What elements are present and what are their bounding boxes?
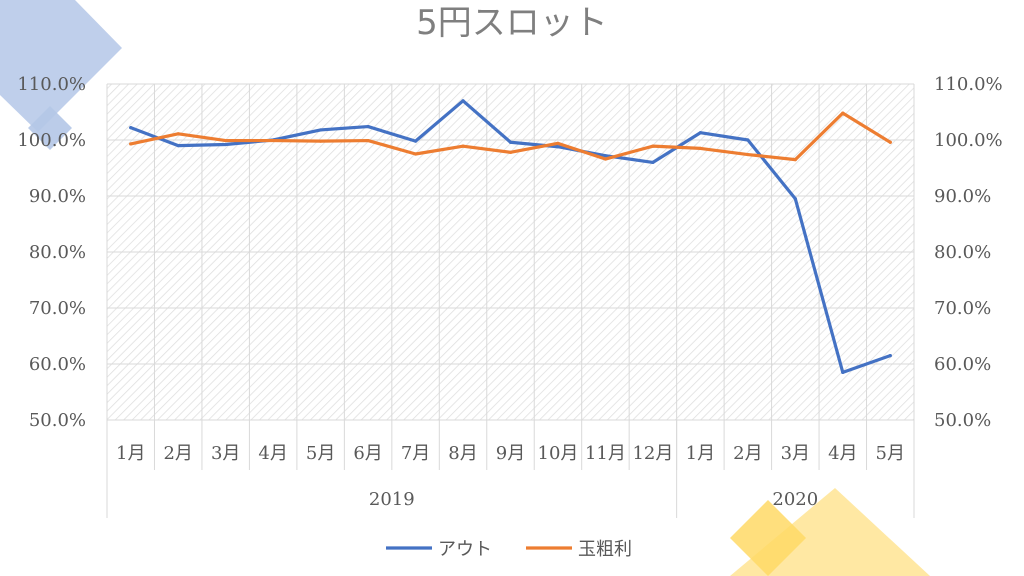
x-tick-label: 1月 [686,443,715,464]
blue-decor-square [28,106,72,150]
x-axis: 1月 2月 3月 4月 5月 6月 7月 8月 9月 10月 11月 12月 1月 2月 3月 4月 5月 201… [106,420,915,518]
y-tick-label-left: 90.0% [29,186,86,207]
x-tick-label: 2月 [733,443,762,464]
y-axis-right: 50.0% 60.0% 70.0% 80.0% 90.0% 100.0% 110.0% [934,74,1003,431]
data-point [461,99,465,103]
data-point [413,139,418,143]
data-point [651,144,655,148]
data-point [366,138,370,143]
data-point [793,197,797,201]
y-tick-label-right: 100.0% [934,130,1003,151]
y-tick-label-left: 80.0% [29,242,86,263]
y-tick-label-right: 90.0% [934,186,991,207]
x-group-label: 2019 [369,489,415,510]
y-tick-label-left: 70.0% [29,298,86,319]
y-tick-label-left: 110.0% [17,74,86,95]
series-lines [129,99,892,374]
data-point [413,152,418,156]
data-point [508,150,513,154]
data-point [129,142,133,146]
y-tick-label-right: 60.0% [934,354,991,375]
chart-title: 5円スロット [416,3,608,43]
legend-label: アウト [438,539,492,560]
legend: アウト 玉粗利 [386,539,632,560]
data-point [224,142,228,147]
data-point [698,146,702,150]
x-tick-label: 4月 [828,443,857,464]
y-tick-label-left: 50.0% [29,410,86,431]
y-tick-label-right: 50.0% [934,410,991,431]
data-point [176,144,180,148]
data-point [319,128,323,132]
yellow-decor-square [730,500,806,576]
y-tick-label-right: 80.0% [934,242,991,263]
data-point [793,158,797,162]
data-point [888,140,892,144]
data-point [461,144,465,148]
y-tick-label-right: 110.0% [934,74,1003,95]
data-point [271,138,275,143]
data-point [319,139,323,143]
x-tick-label: 3月 [211,443,240,464]
x-tick-label: 2月 [163,443,192,464]
x-tick-label: 8月 [448,443,477,464]
decorative-shapes [0,0,930,576]
y-axis-left: 50.0% 60.0% 70.0% 80.0% 90.0% 100.0% 110.0% [17,74,86,431]
data-point [888,354,892,358]
data-point [366,124,370,129]
data-point [746,152,750,157]
x-tick-label: 11月 [585,443,626,464]
blue-decor-shape [0,0,122,132]
y-tick-label-left: 100.0% [17,130,86,151]
x-tick-label: 5月 [876,443,905,464]
data-point [841,370,845,374]
data-point [603,157,608,161]
x-tick-label: 7月 [401,443,430,464]
x-tick-label: 9月 [496,443,525,464]
data-point [746,138,750,142]
data-point [698,131,702,135]
data-point [603,154,608,158]
legend-label: 玉粗利 [578,539,632,560]
x-tick-label: 12月 [632,443,673,464]
data-point [556,141,560,145]
x-tick-label: 10月 [538,443,579,464]
x-tick-label: 3月 [781,443,810,464]
data-point [129,126,133,130]
data-point [651,160,655,164]
y-tick-label-right: 70.0% [934,298,991,319]
data-point [508,140,513,144]
x-group-label: 2020 [772,489,818,510]
x-tick-label: 4月 [258,443,287,464]
data-point [556,145,560,149]
x-tick-label: 6月 [353,443,382,464]
data-point [176,132,180,136]
data-point [841,111,845,115]
y-tick-label-left: 60.0% [29,354,86,375]
x-tick-label: 5月 [306,443,335,464]
x-tick-label: 1月 [116,443,145,464]
data-point [224,138,228,143]
